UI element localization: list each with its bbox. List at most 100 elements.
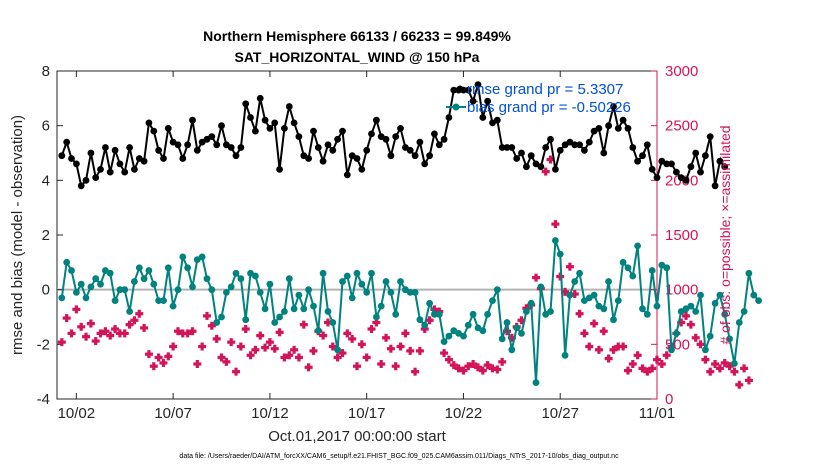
obs-marker bbox=[261, 343, 270, 352]
bias-marker bbox=[179, 253, 187, 261]
bias-marker bbox=[755, 297, 762, 304]
bias-marker bbox=[116, 286, 124, 294]
bias-series-layer bbox=[58, 237, 762, 386]
rmse-marker bbox=[387, 152, 395, 160]
bias-marker bbox=[697, 291, 704, 299]
footer-data-file: data file: /Users/raeder/DAI/ATM_forcXX/… bbox=[179, 453, 619, 460]
rmse-marker bbox=[431, 130, 438, 138]
bias-marker bbox=[145, 267, 153, 274]
bias-marker bbox=[643, 310, 651, 318]
obs-marker bbox=[101, 327, 110, 336]
bias-marker bbox=[489, 297, 496, 304]
obs-marker bbox=[62, 314, 71, 323]
x-tick-label: 10/07 bbox=[154, 405, 192, 422]
y-tick-right-label: 3000 bbox=[665, 63, 698, 80]
bias-marker bbox=[445, 332, 453, 340]
x-tick-label: 10/12 bbox=[251, 405, 289, 422]
rmse-marker bbox=[193, 146, 201, 154]
rmse-marker bbox=[682, 176, 690, 184]
obs-marker bbox=[696, 340, 705, 349]
rmse-marker bbox=[692, 149, 700, 157]
bias-marker bbox=[711, 299, 719, 307]
legend-bias-label: bias grand pr = -0.50226 bbox=[467, 99, 631, 116]
obs-marker bbox=[701, 355, 710, 364]
obs-marker bbox=[686, 320, 695, 329]
rmse-marker bbox=[121, 168, 129, 176]
rmse-marker bbox=[97, 166, 104, 173]
rmse-marker bbox=[285, 103, 293, 110]
rmse-marker bbox=[373, 116, 380, 124]
bias-marker bbox=[169, 302, 177, 310]
rmse-marker bbox=[508, 144, 516, 151]
obs-marker bbox=[86, 319, 95, 328]
obs-marker bbox=[459, 366, 468, 375]
bias-marker bbox=[232, 269, 240, 277]
bias-marker bbox=[634, 242, 641, 250]
obs-marker bbox=[623, 366, 632, 375]
obs-marker bbox=[188, 327, 197, 336]
rmse-marker bbox=[82, 176, 90, 184]
rmse-marker bbox=[547, 135, 554, 143]
rmse-marker bbox=[537, 163, 545, 171]
rmse-marker bbox=[73, 160, 80, 168]
rmse-marker bbox=[339, 127, 346, 135]
bias-marker bbox=[464, 321, 472, 329]
obs-marker bbox=[106, 331, 115, 340]
rmse-marker bbox=[358, 166, 366, 173]
obs-marker bbox=[82, 332, 91, 341]
obs-marker bbox=[270, 344, 279, 353]
obs-marker bbox=[585, 342, 594, 351]
bias-marker bbox=[319, 269, 327, 277]
rmse-marker bbox=[629, 144, 637, 151]
rmse-marker bbox=[266, 124, 274, 132]
obs-marker bbox=[217, 353, 226, 362]
obs-marker bbox=[91, 337, 100, 346]
bias-marker bbox=[421, 321, 429, 329]
rmse-marker bbox=[314, 144, 322, 151]
rmse-marker bbox=[484, 97, 491, 105]
rmse-marker bbox=[585, 138, 593, 146]
obs-marker bbox=[304, 363, 313, 372]
obs-marker bbox=[149, 362, 158, 371]
rmse-marker bbox=[271, 119, 279, 127]
obs-marker bbox=[125, 320, 134, 329]
bias-marker bbox=[716, 291, 724, 299]
bias-marker bbox=[523, 308, 530, 315]
bias-marker bbox=[377, 302, 385, 310]
obs-marker bbox=[173, 327, 182, 336]
obs-marker bbox=[290, 345, 299, 354]
bias-marker bbox=[223, 289, 230, 296]
obs-marker bbox=[72, 305, 81, 314]
bias-marker bbox=[343, 272, 351, 280]
y-tick-label: 2 bbox=[42, 227, 50, 244]
bias-marker bbox=[111, 297, 119, 304]
rmse-marker bbox=[256, 94, 264, 102]
obs-marker bbox=[469, 360, 478, 369]
obs-marker bbox=[478, 366, 487, 375]
rmse-marker bbox=[290, 119, 298, 127]
rmse-marker bbox=[218, 122, 225, 130]
bias-marker bbox=[406, 289, 414, 296]
obs-marker bbox=[246, 351, 255, 360]
obs-marker bbox=[294, 353, 303, 362]
obs-marker bbox=[382, 333, 391, 342]
bias-marker bbox=[198, 253, 206, 261]
rmse-marker bbox=[232, 152, 240, 160]
bias-marker bbox=[300, 305, 308, 313]
rmse-marker bbox=[131, 166, 138, 173]
rmse-marker bbox=[174, 141, 182, 149]
rmse-marker bbox=[668, 160, 675, 168]
rmse-marker bbox=[542, 144, 550, 151]
y-tick-label: 4 bbox=[42, 172, 50, 189]
rmse-marker bbox=[184, 141, 192, 149]
x-tick-label: 10/27 bbox=[541, 405, 579, 422]
y-tick-label: -4 bbox=[37, 391, 50, 408]
obs-marker bbox=[575, 309, 584, 318]
rmse-marker bbox=[619, 116, 627, 124]
rmse-marker bbox=[116, 160, 124, 168]
rmse-marker bbox=[479, 114, 487, 121]
obs-marker bbox=[493, 365, 502, 374]
obs-marker bbox=[391, 362, 400, 371]
obs-marker bbox=[227, 338, 236, 347]
bias-marker bbox=[440, 338, 448, 345]
